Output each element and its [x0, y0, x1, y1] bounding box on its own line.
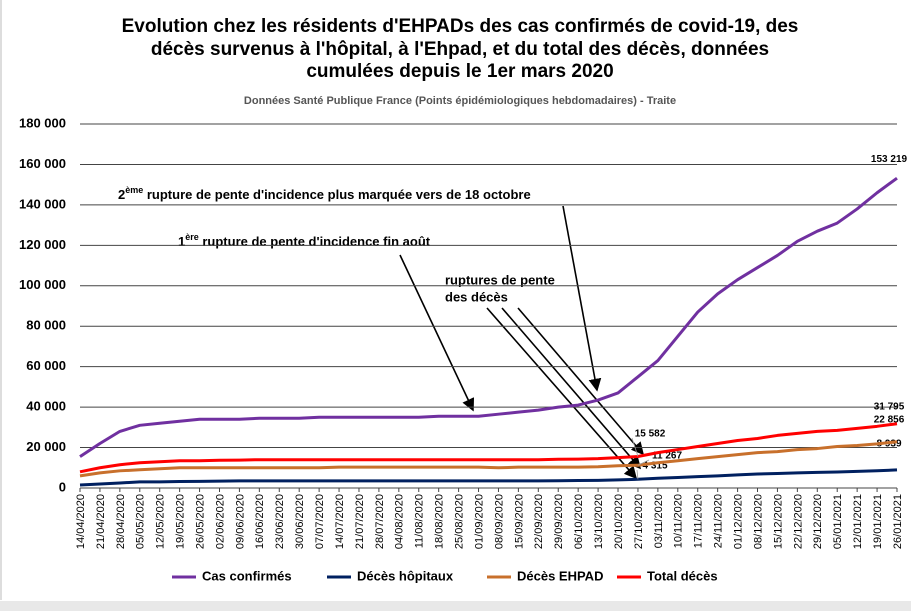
arrow [399, 254, 475, 412]
x-tick-label: 23/06/2020 [274, 494, 286, 549]
data-label: 22 856 [874, 414, 905, 425]
legend-label: Décès EHPAD [517, 568, 603, 583]
series-line [79, 176, 898, 458]
arrows [399, 205, 645, 480]
chart-title: Evolution chez les résidents d'EHPADs de… [122, 16, 799, 37]
annotation-part: rupture de pente d'incidence plus marqué… [143, 187, 530, 202]
x-tick-label: 17/11/2020 [693, 494, 705, 548]
x-tick-label: 18/08/2020 [434, 494, 446, 549]
x-tick-label: 21/04/2020 [95, 494, 107, 549]
x-tick-label: 10/11/2020 [673, 494, 685, 548]
x-tick-label: 14/04/2020 [75, 494, 87, 549]
x-tick-label: 02/06/2020 [214, 494, 226, 549]
x-tick-label: 19/05/2020 [175, 494, 187, 549]
x-tick-label: 24/11/2020 [713, 494, 725, 548]
chart-title: cumulées depuis le 1er mars 2020 [306, 61, 613, 82]
x-tick-label: 15/12/2020 [772, 494, 784, 549]
annotation-part: rupture de pente d'incidence fin août [199, 234, 431, 249]
y-tick-label: 40 000 [26, 399, 66, 414]
annotation-part: ème [125, 185, 143, 195]
x-tick-label: 06/10/2020 [573, 494, 585, 549]
y-tick-label: 160 000 [19, 156, 66, 171]
x-tick-label: 14/07/2020 [334, 494, 346, 549]
annotation: des décès [445, 289, 508, 304]
leader-line [637, 459, 650, 466]
x-tick-label: 01/12/2020 [732, 494, 744, 549]
x-tick-label: 26/01/2021 [892, 494, 904, 549]
x-tick-label: 08/09/2020 [493, 494, 505, 549]
annotation: 1ère rupture de pente d'incidence fin ao… [178, 232, 431, 249]
x-tick-label: 12/05/2020 [155, 494, 167, 549]
x-tick-label: 22/12/2020 [792, 494, 804, 549]
y-tick-label: 60 000 [26, 358, 66, 373]
series-line [79, 422, 898, 474]
y-tick-label: 80 000 [26, 318, 66, 333]
leader-line [636, 469, 639, 480]
x-tick-label: 04/08/2020 [394, 494, 406, 549]
y-tick-label: 100 000 [19, 277, 66, 292]
arrow [486, 307, 638, 480]
data-label: 4 315 [642, 461, 667, 472]
x-tick-label: 30/06/2020 [294, 494, 306, 549]
annotation-part: 1 [178, 234, 185, 249]
x-tick-label: 07/07/2020 [314, 494, 326, 549]
annotation-part: ère [185, 232, 199, 242]
x-tick-label: 11/08/2020 [414, 494, 426, 548]
annotation: ruptures de pente [445, 272, 555, 287]
annotation-part: 2 [118, 187, 125, 202]
annotation: 2ème rupture de pente d'incidence plus m… [118, 185, 531, 202]
footer-strip [0, 601, 911, 611]
y-tick-label: 180 000 [19, 115, 66, 130]
series-line [79, 468, 898, 487]
x-tick-label: 05/05/2020 [135, 494, 147, 549]
series-line [79, 440, 898, 478]
data-label: 31 795 [874, 401, 905, 412]
arrow [501, 307, 642, 470]
x-tick-label: 29/09/2020 [553, 494, 565, 549]
x-tick-label: 05/01/2021 [832, 494, 844, 549]
x-tick-label: 08/12/2020 [752, 494, 764, 549]
leader-line [631, 437, 639, 457]
legend-label: Total décès [647, 568, 718, 583]
data-label: 15 582 [635, 429, 666, 440]
x-tick-label: 29/12/2020 [812, 494, 824, 549]
x-tick-label: 27/10/2020 [633, 494, 645, 549]
x-tick-label: 22/09/2020 [533, 494, 545, 549]
y-tick-label: 0 [59, 479, 66, 494]
legend-label: Décès hôpitaux [357, 568, 454, 583]
x-tick-label: 25/08/2020 [454, 494, 466, 549]
x-tick-label: 03/11/2020 [653, 494, 665, 548]
x-tick-label: 19/01/2021 [872, 494, 884, 549]
x-tick-label: 09/06/2020 [234, 494, 246, 549]
y-tick-label: 140 000 [19, 196, 66, 211]
plot: 0 20 000 40 000 60 000 80 000 100 000 120 000 1… [19, 115, 908, 583]
x-tick-label: 15/09/2020 [513, 494, 525, 549]
y-tick-label: 120 000 [19, 237, 66, 252]
x-tick-label: 13/10/2020 [593, 494, 605, 549]
legend-label: Cas confirmés [202, 568, 292, 583]
x-tick-label: 28/07/2020 [374, 494, 386, 549]
x-tick-label: 12/01/2021 [852, 494, 864, 549]
arrow [562, 205, 602, 392]
data-label: 153 219 [871, 154, 908, 165]
subtitle: Données Santé Publique France (Points ép… [244, 95, 676, 107]
x-tick-label: 16/06/2020 [254, 494, 266, 549]
x-tick-label: 26/05/2020 [194, 494, 206, 549]
x-tick-label: 28/04/2020 [115, 494, 127, 549]
x-tick-label: 01/09/2020 [473, 494, 485, 549]
x-tick-label: 20/10/2020 [613, 494, 625, 549]
x-tick-label: 21/07/2020 [354, 494, 366, 549]
arrow [517, 307, 645, 456]
chart-title: décès survenus à l'hôpital, à l'Ehpad, e… [151, 39, 769, 60]
y-tick-label: 20 000 [26, 439, 66, 454]
data-label: 11 267 [652, 451, 682, 462]
